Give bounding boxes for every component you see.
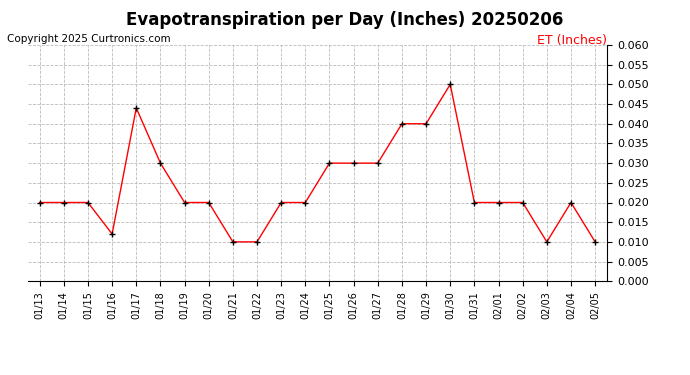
- Text: Evapotranspiration per Day (Inches) 20250206: Evapotranspiration per Day (Inches) 2025…: [126, 11, 564, 29]
- Text: Copyright 2025 Curtronics.com: Copyright 2025 Curtronics.com: [7, 34, 170, 44]
- Text: ET (Inches): ET (Inches): [538, 34, 607, 47]
